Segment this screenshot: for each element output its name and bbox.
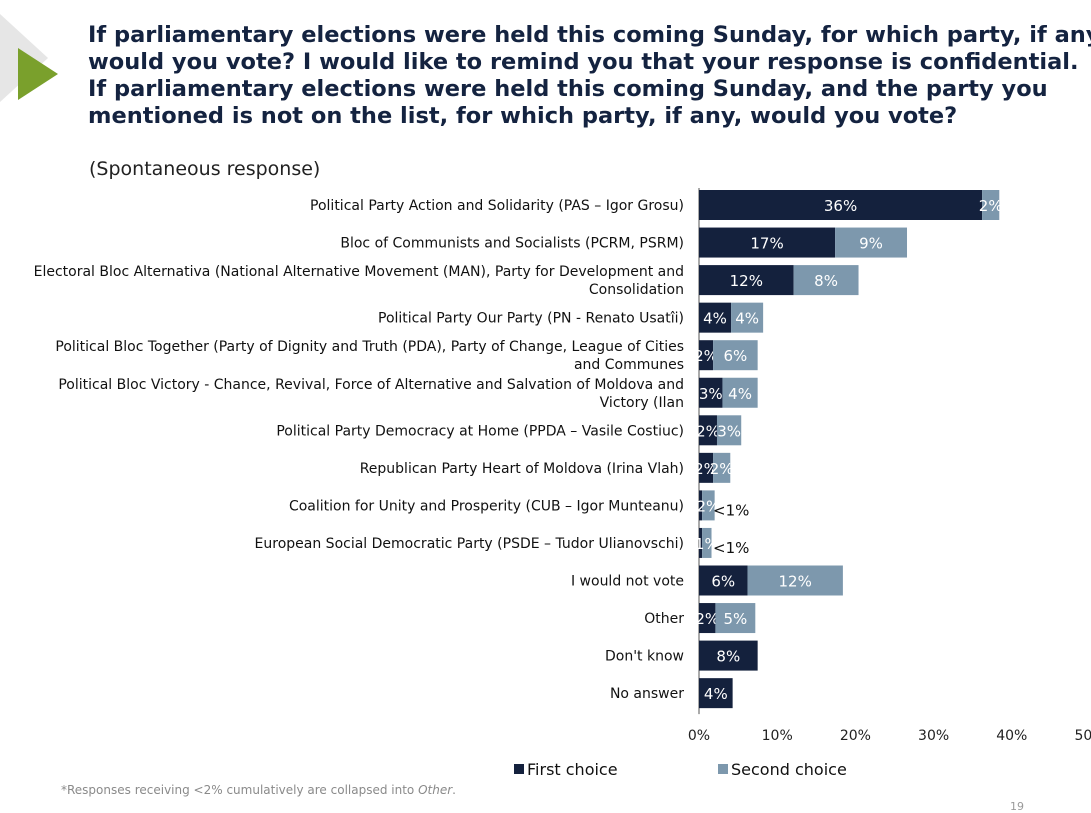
bar-second-choice xyxy=(835,227,908,258)
bar-first-choice xyxy=(699,640,758,671)
bar-first-choice xyxy=(699,302,732,333)
data-label-first-choice: 2% xyxy=(695,610,719,628)
bar-second-choice xyxy=(713,452,731,483)
legend-label: Second choice xyxy=(731,760,847,779)
page-number: 19 xyxy=(1010,800,1024,813)
bar-first-choice xyxy=(699,265,794,296)
category-label: I would not vote xyxy=(571,574,684,590)
data-label-second-choice: 5% xyxy=(723,610,747,628)
data-label-second-choice: 1% xyxy=(695,535,719,553)
category-label: Bloc of Communists and Socialists (PCRM,… xyxy=(340,236,684,252)
bar-first-choice xyxy=(699,527,703,558)
bar-first-choice xyxy=(699,190,983,220)
category-label: Victory (Ilan xyxy=(600,395,684,411)
bar-first-choice xyxy=(699,340,714,371)
category-label: Political Party Action and Solidarity (P… xyxy=(310,198,684,214)
bar-second-choice xyxy=(731,302,764,333)
data-label-first-choice: 4% xyxy=(703,310,727,328)
green-arrow-icon xyxy=(18,48,58,100)
title-line-4: mentioned is not on the list, for which … xyxy=(88,103,958,129)
data-label-second-choice: 2% xyxy=(696,497,720,515)
data-label-first-choice: 17% xyxy=(750,235,783,253)
data-label-first-choice: 4% xyxy=(704,685,728,703)
x-tick-label: 50% xyxy=(1074,728,1091,744)
category-label: and Communes xyxy=(574,357,684,373)
x-tick-label: 20% xyxy=(840,728,871,744)
footnote-text: *Responses receiving <2% cumulatively ar… xyxy=(61,783,419,797)
title-line-1: If parliamentary elections were held thi… xyxy=(88,22,1091,48)
category-label: Don't know xyxy=(605,649,684,665)
category-label: Republican Party Heart of Moldova (Irina… xyxy=(360,461,684,477)
data-label-second-choice: 3% xyxy=(717,422,741,440)
chart-title: If parliamentary elections were held thi… xyxy=(88,22,1091,130)
bar-second-choice xyxy=(722,377,758,408)
data-label-second-choice: 2% xyxy=(979,197,1003,215)
data-label-second-choice: 8% xyxy=(814,272,838,290)
category-label: Political Party Democracy at Home (PPDA … xyxy=(276,423,684,439)
x-tick-label: 10% xyxy=(762,728,793,744)
x-tick-label: 40% xyxy=(996,728,1027,744)
bar-second-choice xyxy=(715,603,756,634)
chart-subtitle: (Spontaneous response) xyxy=(89,158,321,180)
category-label: Consolidation xyxy=(589,282,684,298)
category-label: Political Bloc Victory - Chance, Revival… xyxy=(58,377,684,393)
data-label-first-choice: <1% xyxy=(713,501,749,519)
data-label-second-choice: 9% xyxy=(859,235,883,253)
x-tick-label: 30% xyxy=(918,728,949,744)
bar-second-choice xyxy=(982,190,1000,220)
bar-first-choice xyxy=(699,565,748,596)
category-label: No answer xyxy=(610,686,684,702)
category-label: Other xyxy=(644,611,684,627)
bar-second-choice xyxy=(793,265,859,296)
data-label-second-choice: 4% xyxy=(735,310,759,328)
bar-second-choice xyxy=(702,490,715,521)
bar-first-choice xyxy=(699,415,717,446)
bar-second-choice xyxy=(702,527,712,558)
data-label-second-choice: 2% xyxy=(710,460,734,478)
data-label-first-choice: 36% xyxy=(824,197,857,215)
data-label-first-choice: 3% xyxy=(699,385,723,403)
legend-swatch-first-choice xyxy=(514,764,524,774)
bar-second-choice xyxy=(716,415,742,446)
footnote: *Responses receiving <2% cumulatively ar… xyxy=(61,783,456,797)
data-label-first-choice: 8% xyxy=(716,648,740,666)
bar-first-choice xyxy=(699,603,716,634)
bar-first-choice xyxy=(699,377,723,408)
x-tick-label: 0% xyxy=(688,728,710,744)
data-label-first-choice: 6% xyxy=(711,573,735,591)
title-line-3: If parliamentary elections were held thi… xyxy=(88,76,1048,102)
bar-second-choice xyxy=(713,340,758,371)
data-label-first-choice: 12% xyxy=(730,272,763,290)
bar-first-choice xyxy=(699,490,703,521)
category-label: Political Bloc Together (Party of Dignit… xyxy=(55,339,684,355)
title-line-2: would you vote? I would like to remind y… xyxy=(88,49,1079,75)
category-label: Political Party Our Party (PN - Renato U… xyxy=(378,311,684,327)
data-label-first-choice: <1% xyxy=(713,539,749,557)
bar-first-choice xyxy=(699,227,836,258)
bar-first-choice xyxy=(699,452,714,483)
data-label-first-choice: 2% xyxy=(696,422,720,440)
data-label-first-choice: 2% xyxy=(694,460,718,478)
legend-label: First choice xyxy=(527,760,618,779)
data-label-second-choice: 6% xyxy=(723,347,747,365)
data-label-second-choice: 12% xyxy=(779,573,812,591)
footnote-italic: Other xyxy=(418,783,453,797)
bar-first-choice xyxy=(699,678,733,709)
footnote-end: . xyxy=(452,783,456,797)
category-label: Coalition for Unity and Prosperity (CUB … xyxy=(289,498,684,514)
category-label: Electoral Bloc Alternativa (National Alt… xyxy=(34,264,684,280)
bar-second-choice xyxy=(747,565,843,596)
data-label-first-choice: 2% xyxy=(694,347,718,365)
category-label: European Social Democratic Party (PSDE –… xyxy=(255,536,684,552)
data-label-second-choice: 4% xyxy=(728,385,752,403)
legend-swatch-second-choice xyxy=(718,764,728,774)
